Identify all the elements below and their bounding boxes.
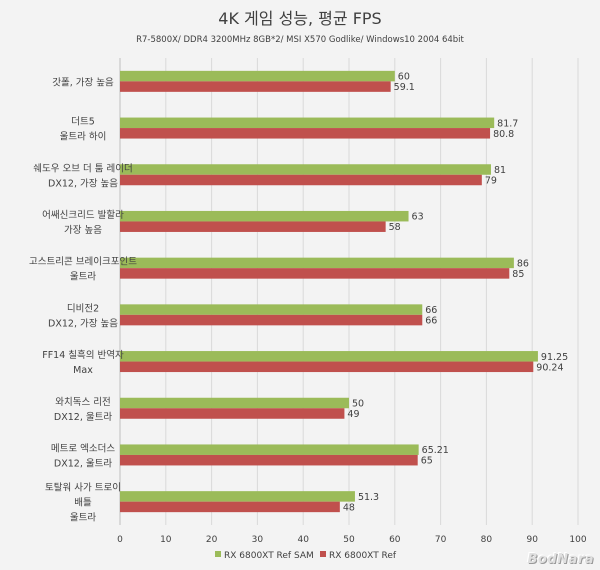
category-label: 메트로 엑소더스	[51, 442, 115, 454]
bar-sam	[120, 304, 423, 315]
bar-sam	[120, 210, 409, 222]
data-label: 91.25	[541, 352, 568, 363]
category-label: FF14 칠흑의 반역자	[42, 349, 124, 361]
data-label: 49	[347, 409, 359, 420]
chart-title: 4K 게임 성능, 평균 FPS	[218, 9, 381, 28]
bar-sam	[120, 257, 514, 269]
x-tick-label: 40	[297, 535, 309, 545]
category-label: 배틀	[74, 498, 92, 509]
category-label: 쉐도우 오브 더 툼 레이더	[33, 163, 132, 174]
bar-sam	[120, 397, 349, 409]
x-tick-label: 30	[252, 535, 264, 545]
x-tick-label: 90	[526, 535, 538, 545]
data-label: 58	[389, 222, 401, 233]
category-label: 토탈워 사가 트로이	[45, 482, 121, 494]
x-tick-label: 20	[206, 535, 218, 545]
category-label: DX12, 가장 높음	[48, 318, 118, 329]
category-label: 더트5	[71, 117, 95, 128]
chart-subtitle: R7-5800X/ DDR4 3200MHz 8GB*2/ MSI X570 G…	[136, 35, 464, 45]
x-axis: 0 10 20 30 40 50 60 70 80 90 100	[117, 535, 587, 545]
bar-ref	[120, 174, 482, 186]
data-label: 66	[425, 305, 437, 316]
x-tick-label: 100	[569, 535, 586, 545]
bar-sam	[120, 164, 491, 175]
x-tick-label: 70	[435, 535, 447, 545]
bar-ref	[120, 454, 418, 466]
bar-ref	[120, 268, 510, 279]
legend-swatch	[215, 551, 221, 557]
category-label: 울트라	[70, 513, 96, 524]
category-label: 갓폴, 가장 높음	[52, 77, 114, 88]
category-label: DX12, 울트라	[54, 412, 112, 423]
category-label: 디비전2	[67, 303, 99, 314]
data-label: 81.7	[497, 118, 518, 129]
bar-sam	[120, 491, 355, 502]
bar-ref	[120, 314, 423, 326]
data-label: 86	[517, 258, 529, 269]
bar-sam	[120, 351, 538, 362]
bar-ref	[120, 128, 491, 139]
data-label: 59.1	[394, 82, 415, 93]
bar-ref	[120, 501, 340, 513]
legend-label: RX 6800XT Ref SAM	[224, 551, 314, 561]
category-label: 가장 높음	[64, 225, 102, 236]
category-label: Max	[73, 365, 93, 376]
data-label: 65.21	[422, 445, 449, 456]
data-label: 63	[412, 212, 424, 223]
bar-sam	[120, 117, 495, 129]
category-label: 고스트리콘 브레이크포인트	[29, 257, 137, 268]
data-label: 50	[352, 399, 364, 410]
x-tick-label: 80	[481, 535, 493, 545]
x-tick-label: 50	[343, 535, 355, 545]
category-label: 울트라	[70, 272, 96, 283]
data-label: 90.24	[536, 362, 563, 373]
legend-swatch	[320, 551, 326, 557]
bar-sam	[120, 444, 419, 455]
bar-ref	[120, 81, 391, 92]
bar-ref	[120, 361, 534, 373]
legend: RX 6800XT Ref SAM RX 6800XT Ref	[215, 551, 397, 561]
data-label: 80.8	[493, 129, 514, 140]
category-label: 어쌔신크리드 발할라	[42, 210, 124, 221]
x-tick-label: 60	[389, 535, 401, 545]
data-label: 79	[485, 176, 497, 187]
bar-ref	[120, 408, 345, 419]
x-tick-label: 10	[160, 535, 172, 545]
x-tick-label: 0	[117, 535, 123, 545]
data-label: 66	[425, 316, 437, 327]
bar-ref	[120, 221, 386, 232]
category-label: 와치독스 리전	[55, 396, 110, 408]
data-label: 51.3	[358, 492, 379, 503]
data-label: 85	[512, 269, 524, 280]
legend-label: RX 6800XT Ref	[329, 551, 397, 561]
data-label: 60	[398, 72, 410, 83]
category-label: DX12, 울트라	[54, 458, 112, 469]
bar-sam	[120, 70, 395, 82]
brand-watermark: BodNara	[527, 552, 594, 567]
data-label: 48	[343, 502, 355, 513]
category-label: 울트라 하이	[60, 131, 107, 143]
data-label: 81	[494, 165, 506, 176]
category-label: DX12, 가장 높음	[48, 178, 118, 189]
data-label: 65	[421, 456, 433, 467]
